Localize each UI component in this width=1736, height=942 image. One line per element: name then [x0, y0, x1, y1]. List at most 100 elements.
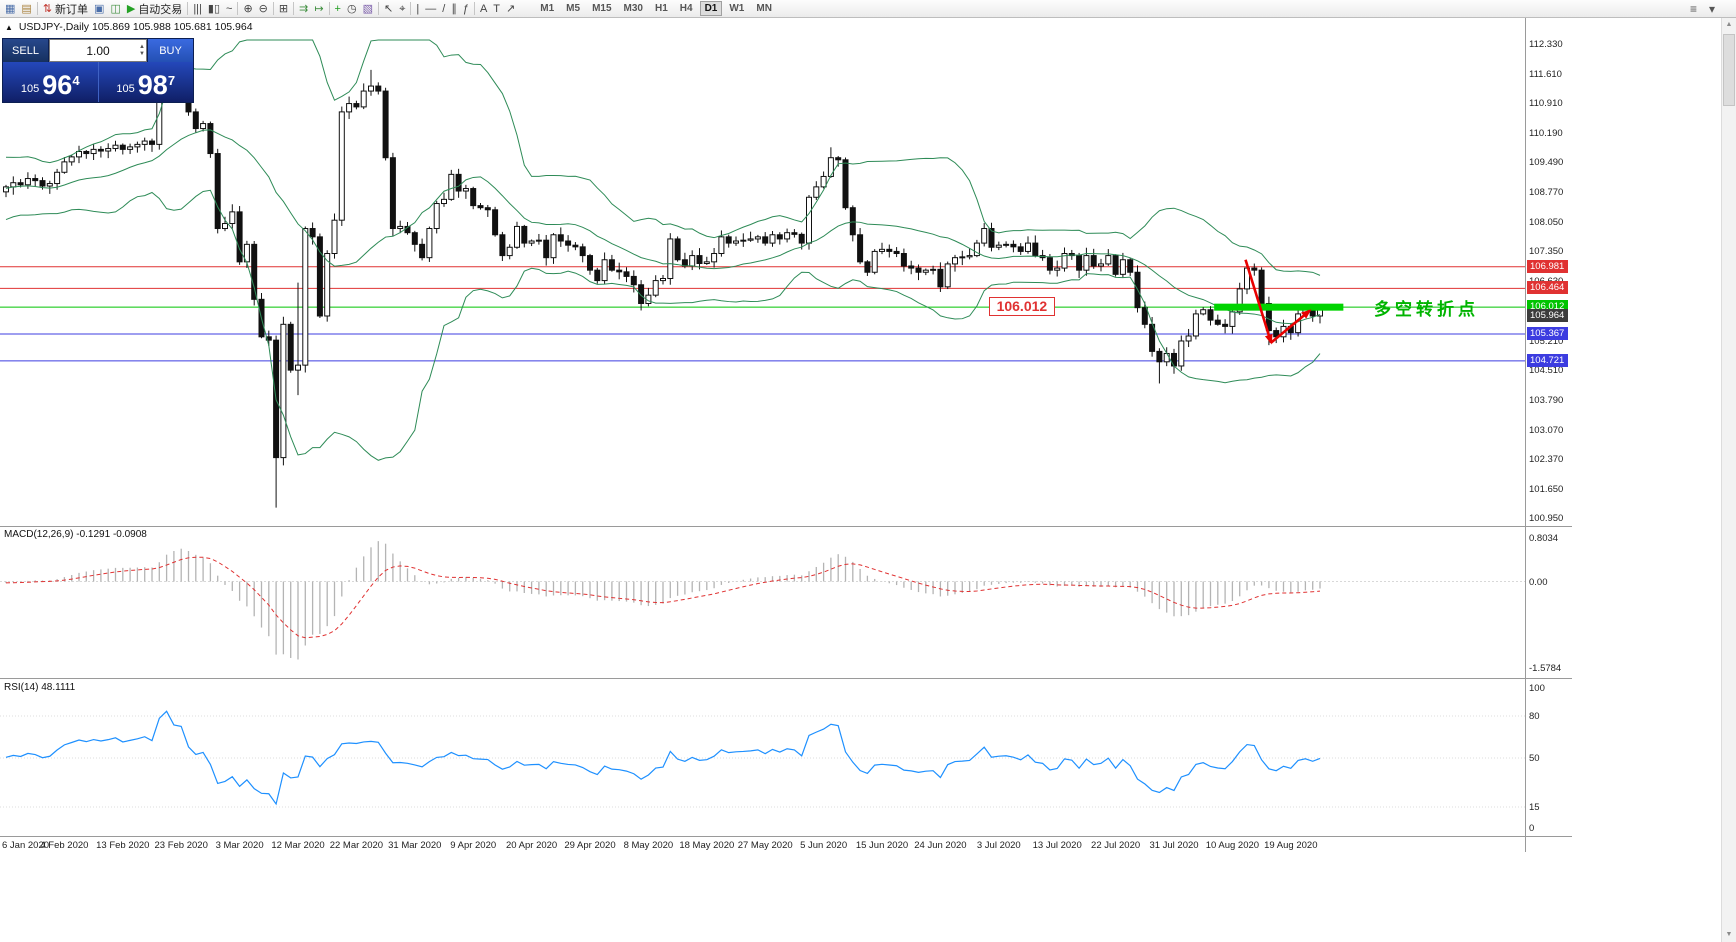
buy-button[interactable]: BUY — [147, 39, 193, 62]
turning-point-note[interactable]: 多空转折点 — [1374, 299, 1480, 319]
spin-down-icon[interactable]: ▼ — [139, 50, 145, 57]
timeframe-h4-button[interactable]: H4 — [679, 3, 693, 14]
timeframe-m15-button[interactable]: M15 — [592, 3, 612, 14]
price-axis-line — [1525, 18, 1526, 852]
timeframe-m5-button[interactable]: M5 — [566, 3, 581, 14]
tile-windows-button[interactable]: ⊞ — [276, 1, 291, 17]
zoom-in-button[interactable]: ⊕ — [240, 1, 255, 17]
symbol-icon: ▲ — [5, 23, 13, 32]
rsi-panel-separator[interactable] — [0, 678, 1572, 679]
volume-spin-icons[interactable]: ▲ ▼ — [139, 40, 145, 61]
price-axis-tick: 100.950 — [1529, 513, 1564, 524]
buy-price-main: 98 — [137, 70, 168, 100]
chart-shift-icon: ↦ — [314, 2, 324, 15]
scrollbar-up-icon[interactable]: ▲ — [1725, 21, 1733, 28]
fibonacci-button[interactable]: ƒ — [460, 1, 472, 17]
horizontal-line-button[interactable]: — — [422, 1, 439, 17]
chart-type-bars-button[interactable]: ||| — [190, 1, 205, 17]
price-level-badge[interactable]: 105.964 — [1527, 309, 1569, 323]
buy-price[interactable]: 105 98 7 — [99, 62, 194, 102]
vertical-scrollbar[interactable]: ▲ ▼ — [1721, 18, 1736, 942]
trendline-button[interactable]: / — [439, 1, 448, 17]
price-axis-tick: 104.510 — [1529, 364, 1564, 376]
periods-button[interactable]: ◷ — [344, 1, 360, 17]
macd-panel-separator[interactable] — [0, 526, 1572, 527]
spin-up-icon[interactable]: ▲ — [139, 43, 145, 50]
date-axis-label: 20 Apr 2020 — [505, 840, 558, 851]
autotrading-button[interactable]: ▶ 自动交易 — [124, 1, 185, 17]
date-axis-label: 6 Jan 2020 — [2, 840, 50, 851]
templates-button[interactable]: ▧ — [360, 1, 376, 17]
vertical-line-button[interactable]: | — [413, 1, 422, 17]
text-icon: A — [479, 2, 488, 15]
toolbar-separator — [328, 2, 330, 15]
horizontal-line-icon: — — [425, 2, 437, 15]
equidistant-channel-icon: ∥ — [451, 2, 457, 15]
text-label-button[interactable]: T — [490, 1, 503, 17]
chart-window-button[interactable]: ▣ — [91, 1, 107, 17]
rsi-axis-tick: 50 — [1529, 753, 1540, 764]
chart-shift-button[interactable]: ↦ — [311, 1, 326, 17]
sell-price[interactable]: 105 96 4 — [3, 62, 99, 102]
crosshair-button[interactable]: ⌖ — [396, 1, 408, 17]
timeframe-d1-button[interactable]: D1 — [699, 1, 723, 16]
arrows-tool-button[interactable]: ↗ — [503, 1, 518, 17]
macd-indicator-label: MACD(12,26,9) -0.1291 -0.0908 — [4, 529, 147, 540]
toolbar-more-button[interactable]: ▾ — [1708, 2, 1715, 16]
toolbar-separator — [377, 2, 379, 15]
date-axis-label: 4 Feb 2020 — [40, 840, 89, 851]
vertical-line-icon: | — [416, 2, 420, 15]
timeframe-mn-button[interactable]: MN — [756, 3, 772, 14]
arrows-tool-icon: ↗ — [506, 2, 516, 15]
date-axis-label: 27 May 2020 — [737, 840, 793, 851]
indicators-icon: + — [334, 2, 341, 15]
zoom-out-button[interactable]: ⊖ — [256, 1, 271, 17]
auto-scroll-button[interactable]: ⇉ — [296, 1, 311, 17]
date-axis-label: 29 Apr 2020 — [564, 840, 616, 851]
price-level-badge[interactable]: 104.721 — [1527, 353, 1569, 367]
date-axis-label: 24 Jun 2020 — [914, 840, 967, 851]
price-level-badge[interactable]: 106.464 — [1527, 281, 1569, 295]
market-watch-button[interactable]: ◫ — [107, 1, 123, 17]
price-level-badge[interactable]: 105.367 — [1527, 327, 1569, 341]
indicators-button[interactable]: + — [332, 1, 344, 17]
volume-stepper[interactable]: 1.00 ▲ ▼ — [49, 39, 147, 62]
scrollbar-down-icon[interactable]: ▼ — [1725, 931, 1733, 938]
chart-type-candles-button[interactable]: ▮▯ — [205, 1, 223, 17]
date-axis-label: 31 Mar 2020 — [388, 840, 442, 851]
price-level-tag[interactable]: 106.012 — [988, 297, 1056, 317]
timeframe-h1-button[interactable]: H1 — [654, 3, 668, 14]
window-list-button[interactable]: ≡ — [1689, 2, 1697, 16]
chart-type-line-button[interactable]: ~ — [223, 1, 235, 17]
rsi-axis-tick: 80 — [1529, 711, 1540, 722]
timeframe-m30-button[interactable]: M30 — [623, 3, 643, 14]
crosshair-icon: ⌖ — [399, 2, 406, 15]
timeframe-m1-button[interactable]: M1 — [540, 3, 555, 14]
fibonacci-icon: ƒ — [462, 2, 469, 15]
scrollbar-thumb[interactable] — [1723, 34, 1735, 106]
new-order-button[interactable]: ⇅ 新订单 — [40, 1, 91, 17]
timeframe-w1-button[interactable]: W1 — [729, 3, 745, 14]
buy-price-prefix: 105 — [116, 83, 135, 95]
date-axis-label: 22 Mar 2020 — [329, 840, 384, 851]
cursor-button[interactable]: ↖ — [381, 1, 396, 17]
date-axis-label: 3 Mar 2020 — [215, 840, 264, 851]
sell-price-sup: 4 — [72, 73, 80, 88]
date-axis-label: 5 Jun 2020 — [800, 840, 848, 851]
rsi-indicator-label: RSI(14) 48.1111 — [4, 682, 76, 693]
date-axis-label: 13 Feb 2020 — [96, 840, 150, 851]
date-axis-label: 3 Jul 2020 — [976, 840, 1021, 851]
price-level-badge[interactable]: 106.981 — [1527, 259, 1569, 273]
timeframe-group: M1 M5 M15 M30 H1 H4 D1 W1 MN — [534, 1, 778, 16]
profiles-button[interactable]: ▤ — [18, 1, 34, 17]
price-axis-tick: 108.770 — [1529, 187, 1564, 199]
text-button[interactable]: A — [477, 1, 490, 17]
sell-button[interactable]: SELL — [3, 39, 49, 62]
toolbar-separator — [473, 2, 475, 15]
date-axis-label: 19 Aug 2020 — [1264, 840, 1318, 851]
equidistant-channel-button[interactable]: ∥ — [448, 1, 460, 17]
new-chart-button[interactable]: ▦ — [2, 1, 18, 17]
rsi-axis-tick: 15 — [1529, 802, 1540, 813]
sell-price-main: 96 — [42, 70, 73, 100]
